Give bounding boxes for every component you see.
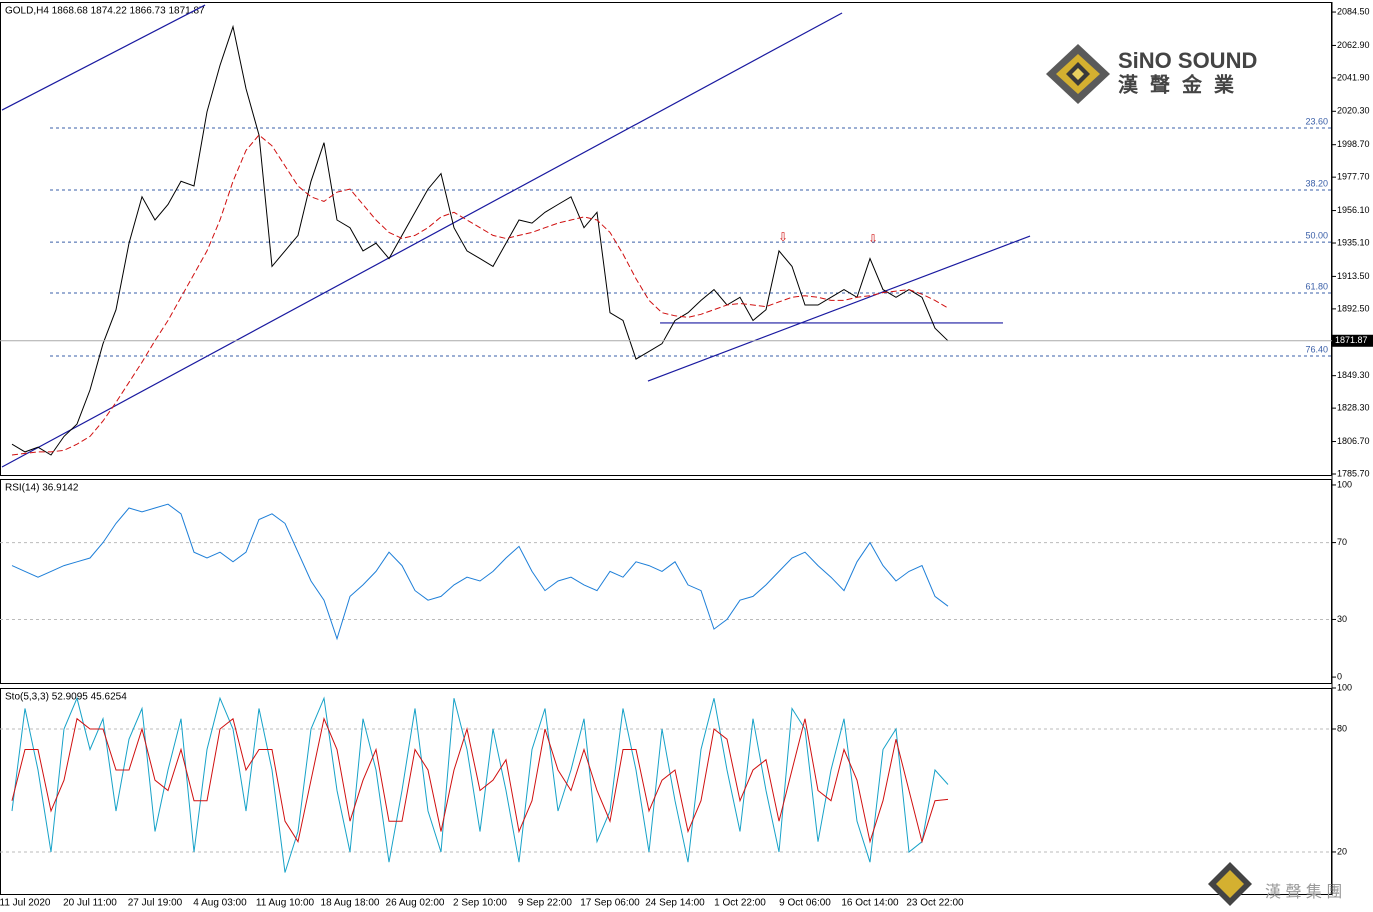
- y-tick-label: 80: [1337, 723, 1347, 733]
- x-tick-label: 9 Oct 06:00: [779, 898, 831, 909]
- y-tick-label: 100: [1337, 479, 1352, 489]
- y-tick-label: 100: [1337, 682, 1352, 692]
- series-line: [11, 134, 949, 456]
- y-tick-label: 20: [1337, 846, 1347, 856]
- fib-label: 61.80: [1305, 281, 1328, 291]
- fib-label: 23.60: [1305, 116, 1328, 126]
- current-price-label: 1871.87: [1335, 335, 1368, 345]
- footer-logo: 漢 聲 集 團: [1208, 862, 1342, 906]
- rsi-panel: [0, 479, 1332, 684]
- y-tick-label: 1785.70: [1337, 468, 1370, 478]
- fib-label: 50.00: [1305, 230, 1328, 240]
- x-tick-label: 26 Aug 02:00: [386, 898, 445, 909]
- y-tick-label: 1828.30: [1337, 403, 1370, 413]
- x-tick-label: 2 Sep 10:00: [453, 898, 507, 909]
- y-tick-label: 1806.70: [1337, 436, 1370, 446]
- x-tick-label: 23 Oct 22:00: [906, 898, 964, 909]
- panel-title: Sto(5,3,3) 52.9095 45.6254: [5, 692, 127, 703]
- y-tick-label: 2062.90: [1337, 40, 1370, 50]
- y-tick-label: 0: [1337, 671, 1342, 681]
- brand-name: SiNO SOUND: [1118, 48, 1257, 73]
- x-tick-label: 11 Aug 10:00: [256, 898, 315, 909]
- y-tick-label: 2020.30: [1337, 106, 1370, 116]
- series-line: [11, 696, 949, 873]
- footer-text: 漢 聲 集 團: [1265, 883, 1342, 901]
- series-line: [11, 717, 949, 844]
- panel-title: RSI(14) 36.9142: [5, 483, 79, 494]
- x-tick-label: 9 Sep 22:00: [518, 898, 572, 909]
- logo: SiNO SOUND 漢聲金業: [1046, 44, 1257, 104]
- panel-title: GOLD,H4 1868.68 1874.22 1866.73 1871.87: [5, 6, 205, 17]
- current-price-box: [1332, 334, 1373, 347]
- x-tick-label: 24 Sep 14:00: [645, 898, 705, 909]
- marker-arrow: ⇩: [868, 232, 878, 246]
- x-tick-label: 18 Aug 18:00: [321, 898, 380, 909]
- brand-name-cn: 漢聲金業: [1118, 72, 1246, 96]
- trend-line: [647, 235, 1031, 382]
- fib-label: 38.20: [1305, 178, 1328, 188]
- x-tick-label: 20 Jul 11:00: [63, 898, 117, 909]
- fib-label: 76.40: [1305, 344, 1328, 354]
- x-tick-label: 17 Sep 06:00: [580, 898, 640, 909]
- y-tick-label: 1849.30: [1337, 370, 1370, 380]
- stochastic-panel: [0, 688, 1332, 895]
- y-tick-label: 2084.50: [1337, 6, 1370, 16]
- trend-line: [1, 4, 206, 111]
- y-tick-label: 1998.70: [1337, 139, 1370, 149]
- y-tick-label: 1935.10: [1337, 237, 1370, 247]
- trend-line: [1, 12, 843, 468]
- x-tick-label: 4 Aug 03:00: [193, 898, 247, 909]
- marker-arrow: ⇩: [778, 230, 788, 244]
- x-tick-label: 11 Jul 2020: [0, 898, 51, 909]
- x-tick-label: 16 Oct 14:00: [841, 898, 899, 909]
- y-tick-label: 1956.10: [1337, 205, 1370, 215]
- series-line: [11, 503, 949, 641]
- x-tick-label: 1 Oct 22:00: [714, 898, 766, 909]
- series-line: [11, 24, 949, 456]
- y-tick-label: 30: [1337, 614, 1347, 624]
- x-tick-label: 27 Jul 19:00: [128, 898, 183, 909]
- y-tick-label: 2041.90: [1337, 72, 1370, 82]
- y-tick-label: 1977.70: [1337, 172, 1370, 182]
- y-tick-label: 1892.50: [1337, 303, 1370, 313]
- y-tick-label: 1913.50: [1337, 271, 1370, 281]
- y-tick-label: 70: [1337, 537, 1347, 547]
